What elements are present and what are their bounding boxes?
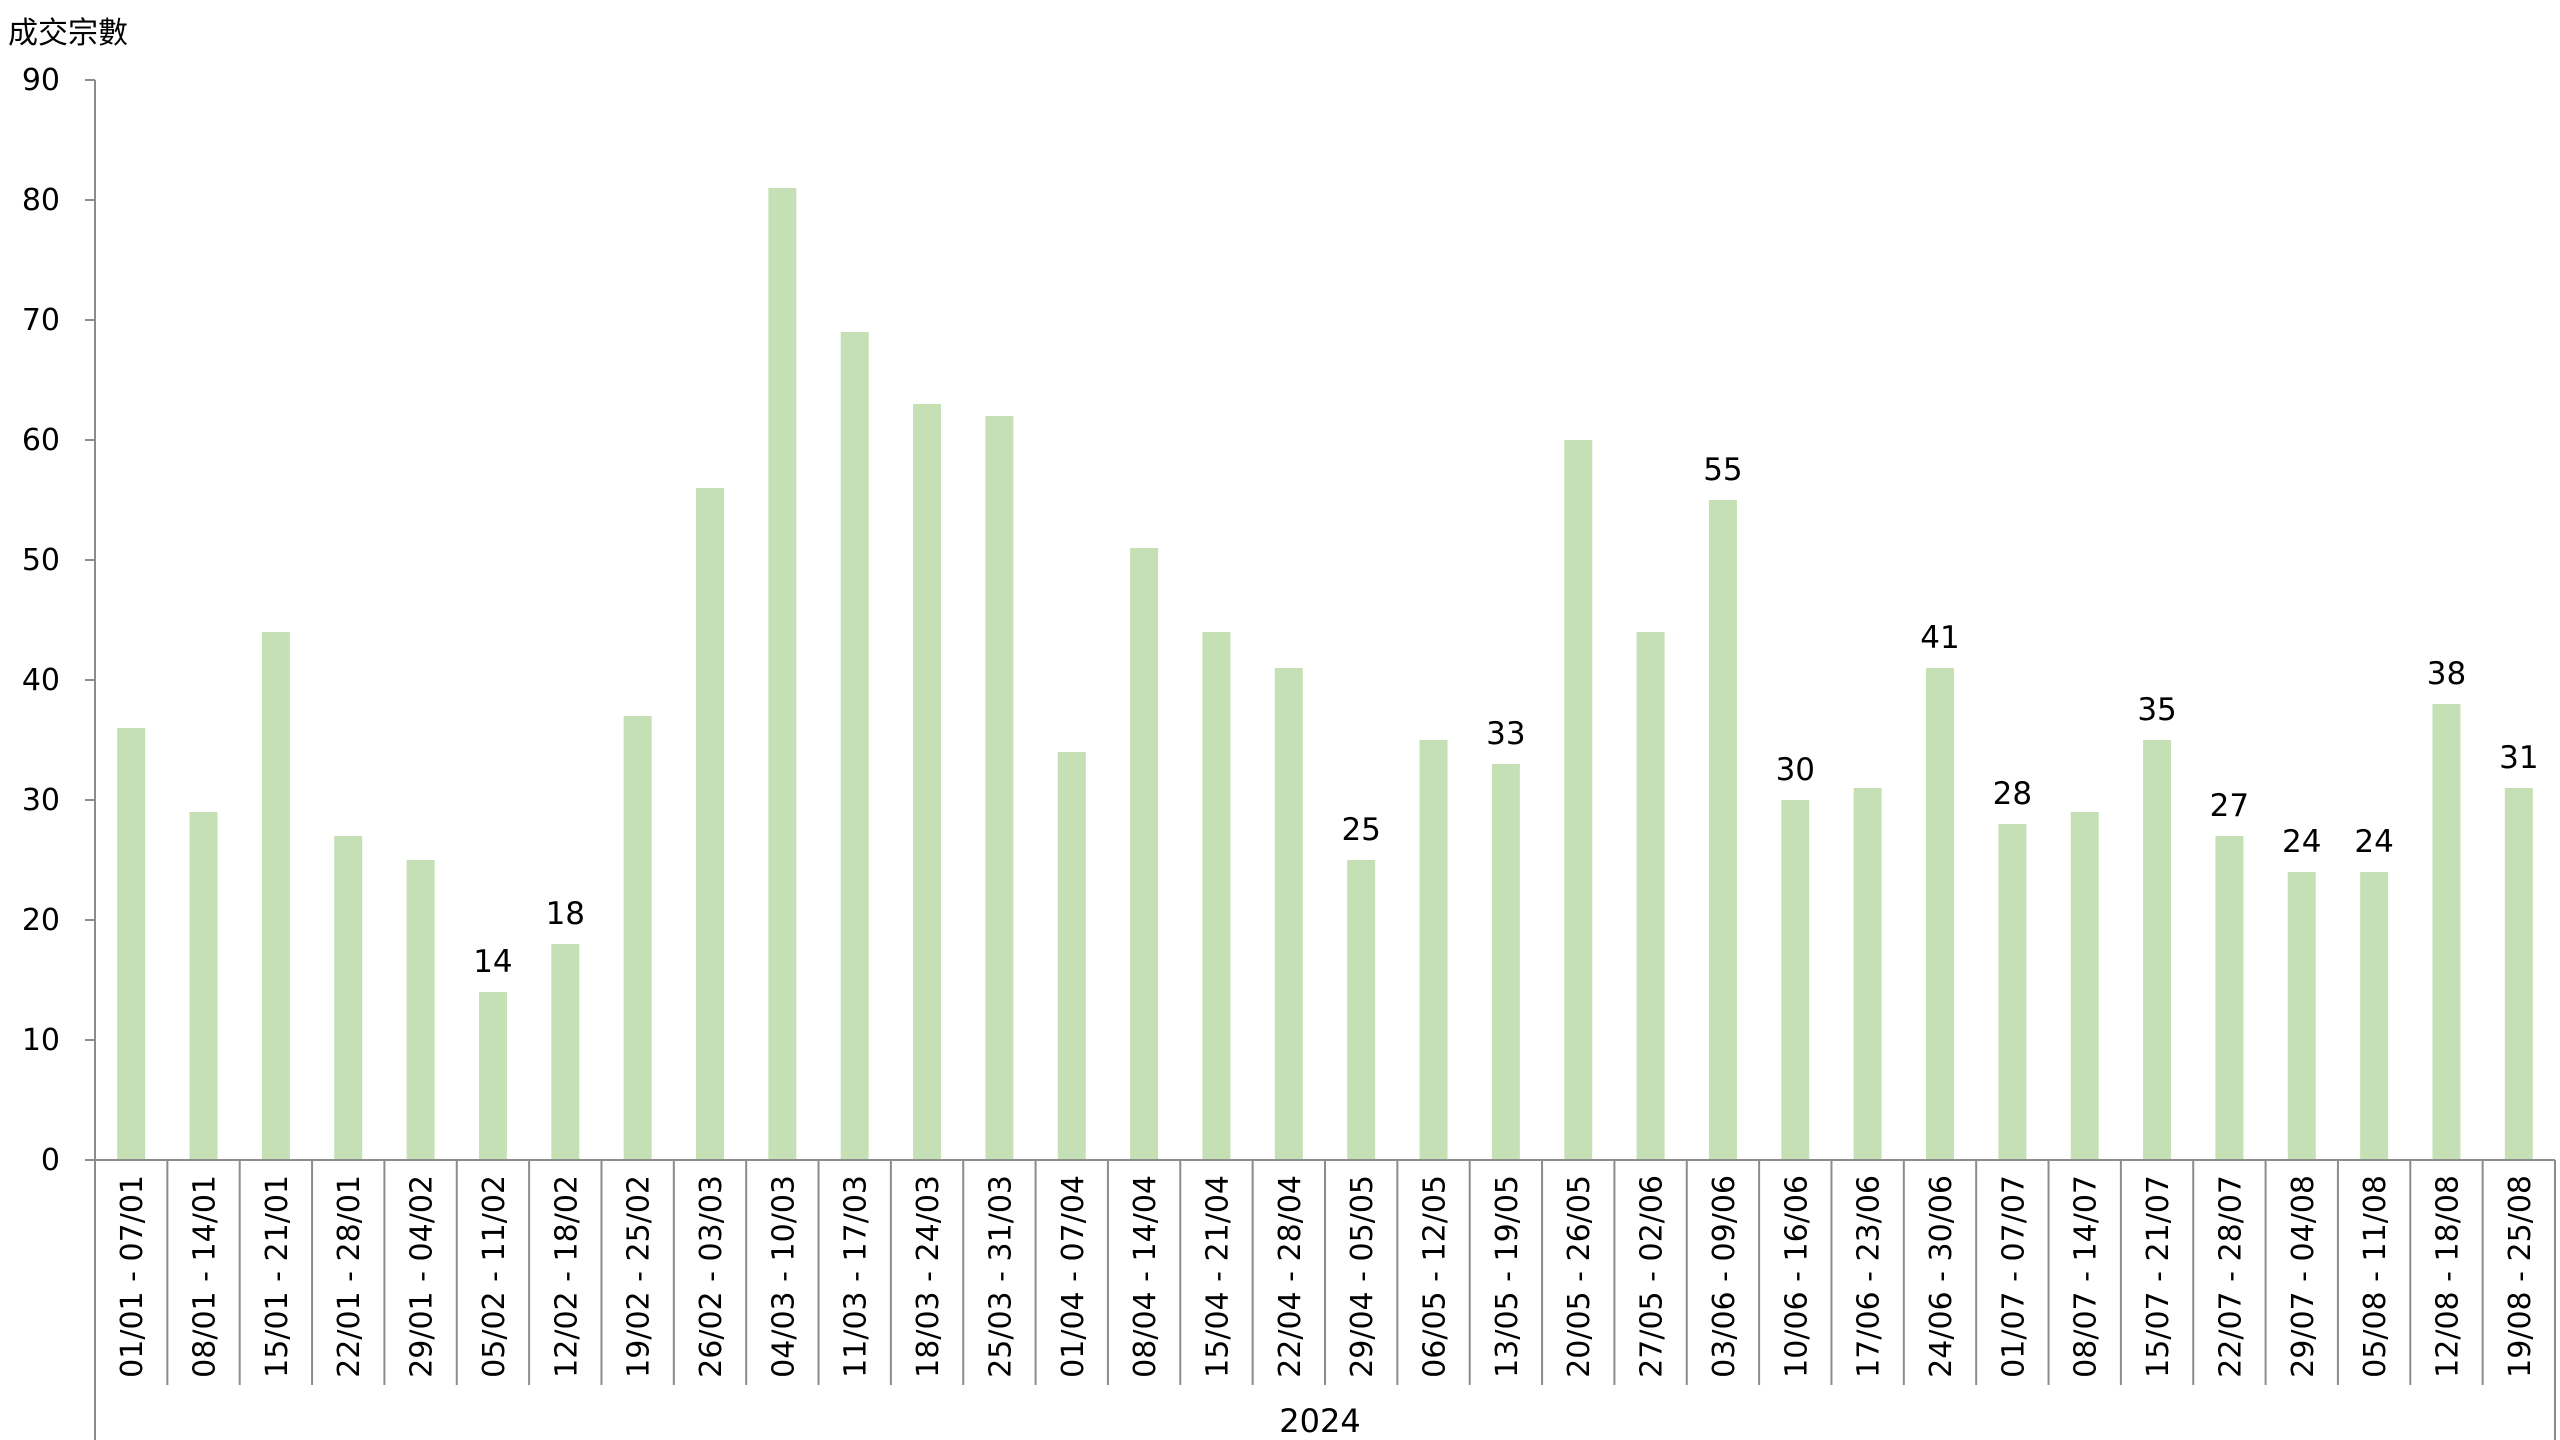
x-tick-label: 10/06 - 16/06	[1779, 1175, 1814, 1378]
data-label: 25	[1341, 812, 1380, 848]
bar	[1853, 788, 1882, 1160]
y-tick-label: 80	[22, 183, 60, 218]
x-tick-label: 29/01 - 04/02	[405, 1175, 440, 1378]
data-label: 28	[1993, 776, 2032, 812]
bar	[1564, 440, 1593, 1160]
x-tick-label: 01/07 - 07/07	[1996, 1175, 2031, 1378]
bar	[2360, 872, 2389, 1160]
x-tick-label: 01/01 - 07/01	[115, 1175, 150, 1378]
bar	[1419, 740, 1448, 1160]
bar	[2432, 704, 2461, 1160]
bar	[985, 416, 1014, 1160]
bar	[2070, 812, 2099, 1160]
x-tick-label: 12/02 - 18/02	[549, 1175, 584, 1378]
x-tick-label: 06/05 - 12/05	[1418, 1175, 1453, 1378]
y-tick-label: 90	[22, 63, 60, 98]
data-label: 35	[2137, 692, 2176, 728]
data-label: 55	[1703, 452, 1742, 488]
x-tick-label: 19/08 - 25/08	[2503, 1175, 2538, 1378]
bar	[2215, 836, 2244, 1160]
bar	[1057, 752, 1086, 1160]
data-label: 31	[2499, 740, 2538, 776]
x-tick-label: 11/03 - 17/03	[839, 1175, 874, 1378]
x-tick-label: 15/07 - 21/07	[2141, 1175, 2176, 1378]
data-label: 14	[473, 944, 512, 980]
x-tick-label: 22/01 - 28/01	[332, 1175, 367, 1378]
x-tick-label: 17/06 - 23/06	[1852, 1175, 1887, 1378]
bar	[117, 728, 146, 1160]
x-tick-label: 22/04 - 28/04	[1273, 1175, 1308, 1378]
data-labels: 14 18 25 33 55 30 41 28 35 27 24 24 38 31	[473, 452, 2538, 980]
y-tick-label: 0	[41, 1143, 60, 1178]
data-label: 38	[2427, 656, 2466, 692]
x-tick-label: 08/01 - 14/01	[188, 1175, 223, 1378]
bar	[913, 404, 942, 1160]
x-tick-label: 08/07 - 14/07	[2069, 1175, 2104, 1378]
x-tick-label: 03/06 - 09/06	[1707, 1175, 1742, 1378]
data-label: 18	[546, 896, 585, 932]
x-tick-label: 04/03 - 10/03	[766, 1175, 801, 1378]
data-label: 24	[2282, 824, 2321, 860]
bar	[334, 836, 363, 1160]
x-tick-label: 15/04 - 21/04	[1200, 1175, 1235, 1378]
bar	[261, 632, 290, 1160]
data-label: 33	[1486, 716, 1525, 752]
bar	[1274, 668, 1303, 1160]
bar	[840, 332, 869, 1160]
x-axis: 01/01 - 07/01 08/01 - 14/01 15/01 - 21/01 2…	[94, 1159, 2556, 1440]
y-tick-label: 10	[22, 1023, 60, 1058]
bar	[1636, 632, 1665, 1160]
x-tick-label: 19/02 - 25/02	[622, 1175, 657, 1378]
bar	[1130, 548, 1159, 1160]
bar	[2287, 872, 2316, 1160]
y-axis: 0 10 20 30 40 50 60 70 80 90	[22, 63, 96, 1178]
bar	[623, 716, 652, 1160]
x-tick-label: 25/03 - 31/03	[983, 1175, 1018, 1378]
bar	[768, 188, 797, 1160]
bar	[478, 992, 507, 1160]
bar	[1708, 500, 1737, 1160]
bars	[117, 188, 2533, 1160]
bar	[2143, 740, 2172, 1160]
y-tick-label: 50	[22, 543, 60, 578]
x-tick-label: 27/05 - 02/06	[1635, 1175, 1670, 1378]
bar	[406, 860, 435, 1160]
x-tick-label: 26/02 - 03/03	[694, 1175, 729, 1378]
y-tick-label: 40	[22, 663, 60, 698]
x-tick-label: 08/04 - 14/04	[1128, 1175, 1163, 1378]
y-axis-title: 成交宗數	[8, 16, 128, 51]
bar	[189, 812, 218, 1160]
x-tick-label: 01/04 - 07/04	[1056, 1175, 1091, 1378]
y-tick-label: 20	[22, 903, 60, 938]
bar	[551, 944, 580, 1160]
y-tick-label: 70	[22, 303, 60, 338]
x-tick-label: 29/04 - 05/05	[1345, 1175, 1380, 1378]
bar	[1202, 632, 1231, 1160]
x-axis-group-label: 2024	[1279, 1402, 1360, 1440]
x-tick-label: 12/08 - 18/08	[2430, 1175, 2465, 1378]
bar	[1781, 800, 1810, 1160]
data-label: 24	[2354, 824, 2393, 860]
x-tick-label: 24/06 - 30/06	[1924, 1175, 1959, 1378]
bar	[1998, 824, 2027, 1160]
x-tick-label: 22/07 - 28/07	[2213, 1175, 2248, 1378]
bar	[1926, 668, 1954, 1160]
x-tick-label: 20/05 - 26/05	[1562, 1175, 1597, 1378]
x-tick-label: 29/07 - 04/08	[2286, 1175, 2321, 1378]
data-label: 27	[2210, 788, 2249, 824]
x-tick-label: 05/02 - 11/02	[477, 1175, 512, 1378]
x-tick-label: 18/03 - 24/03	[911, 1175, 946, 1378]
y-tick-label: 30	[22, 783, 60, 818]
bar	[1491, 764, 1520, 1160]
data-label: 41	[1920, 620, 1959, 656]
y-tick-label: 60	[22, 423, 60, 458]
bar	[2504, 788, 2533, 1160]
bar	[1347, 860, 1376, 1160]
x-tick-label: 13/05 - 19/05	[1490, 1175, 1525, 1378]
data-label: 30	[1776, 752, 1815, 788]
x-tick-label: 05/08 - 11/08	[2358, 1175, 2393, 1378]
x-tick-label: 15/01 - 21/01	[260, 1175, 295, 1378]
bar	[696, 488, 724, 1160]
